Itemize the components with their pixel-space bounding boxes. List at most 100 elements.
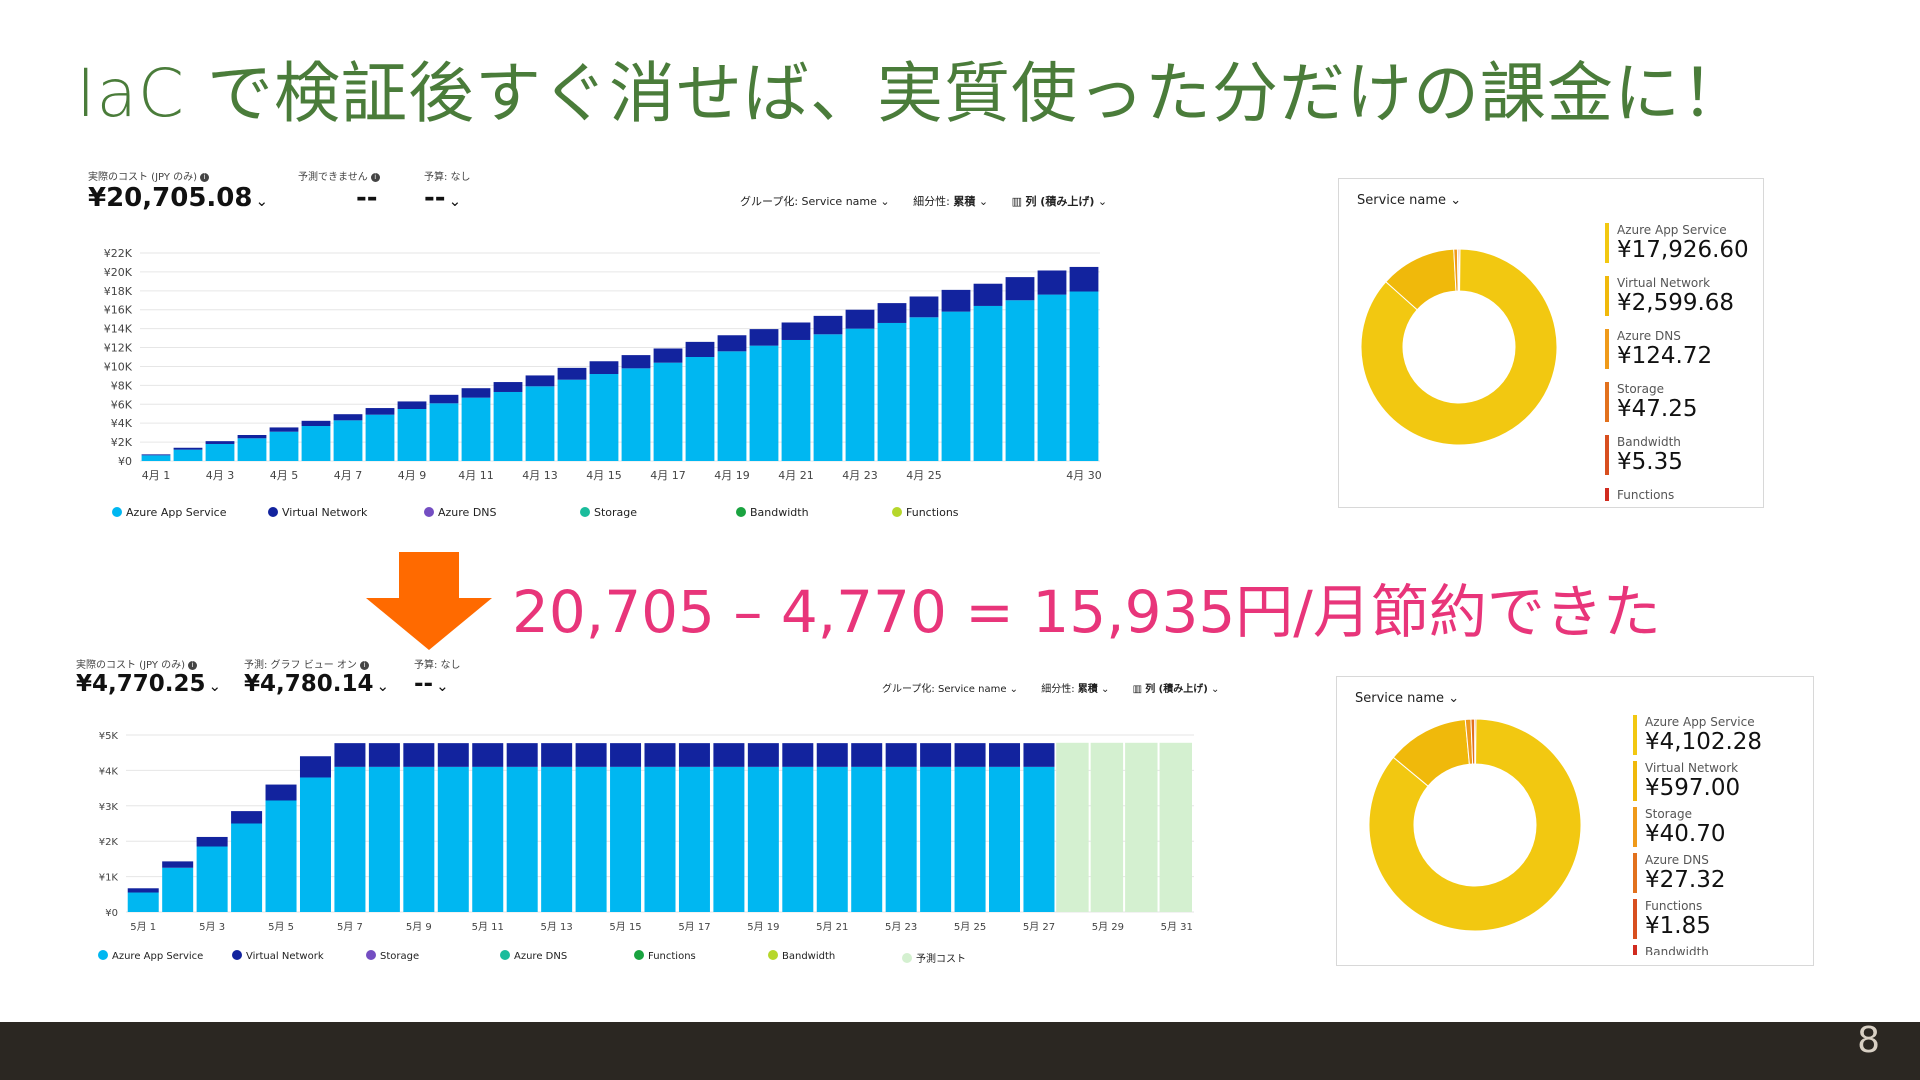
bar-segment[interactable] bbox=[621, 368, 651, 461]
bar-segment[interactable] bbox=[1069, 266, 1099, 292]
bar-segment[interactable] bbox=[301, 420, 331, 427]
bar-segment[interactable] bbox=[493, 391, 523, 461]
legend-item[interactable]: 予測コスト bbox=[902, 950, 966, 965]
service-legend-item[interactable]: Storage ¥40.70 bbox=[1633, 807, 1725, 847]
bar-segment[interactable] bbox=[173, 449, 203, 461]
donut-slice[interactable] bbox=[1360, 248, 1558, 446]
bar-segment[interactable] bbox=[472, 743, 504, 767]
bar-segment[interactable] bbox=[397, 401, 427, 409]
bar-segment[interactable] bbox=[851, 743, 883, 767]
bar-segment[interactable] bbox=[877, 303, 907, 323]
donut-slice[interactable] bbox=[1368, 718, 1582, 932]
bar-segment[interactable] bbox=[685, 357, 715, 461]
bar-segment[interactable] bbox=[403, 766, 435, 912]
bar-segment[interactable] bbox=[365, 408, 395, 415]
service-name-dropdown[interactable]: Service name ⌄ bbox=[1357, 193, 1462, 208]
group-by-dropdown[interactable]: グループ化: Service name ⌄ bbox=[882, 684, 1019, 695]
bar-segment[interactable] bbox=[231, 823, 263, 913]
bar-segment[interactable] bbox=[397, 409, 427, 461]
bar-segment[interactable] bbox=[749, 345, 779, 461]
bar-segment[interactable] bbox=[162, 861, 194, 868]
bar-segment[interactable] bbox=[334, 766, 366, 912]
bar-segment[interactable] bbox=[1037, 270, 1067, 295]
chart-type-dropdown[interactable]: ▥ 列 (積み上げ) ⌄ bbox=[1132, 684, 1220, 695]
legend-item[interactable]: Azure App Service bbox=[98, 950, 203, 962]
bar-segment[interactable] bbox=[437, 766, 469, 912]
bar-segment[interactable] bbox=[644, 743, 676, 767]
bar-segment[interactable] bbox=[162, 867, 194, 912]
april-metric-actual[interactable]: 実際のコスト (JPY のみ) i ¥20,705.08 ⌄ bbox=[88, 168, 268, 213]
service-legend-item[interactable]: Functions bbox=[1605, 488, 1674, 501]
bar-segment[interactable] bbox=[749, 329, 779, 346]
bar-segment[interactable] bbox=[1005, 277, 1035, 301]
bar-segment[interactable] bbox=[575, 766, 607, 912]
group-by-dropdown[interactable]: グループ化: Service name ⌄ bbox=[740, 195, 890, 208]
bar-segment[interactable] bbox=[506, 766, 538, 912]
service-legend-item[interactable]: Bandwidth ¥5.35 bbox=[1605, 435, 1683, 475]
legend-item[interactable]: Functions bbox=[634, 950, 696, 962]
bar-segment[interactable] bbox=[685, 341, 715, 357]
bar-segment[interactable] bbox=[877, 322, 907, 461]
service-legend-item[interactable]: Azure App Service ¥17,926.60 bbox=[1605, 223, 1749, 263]
may-metric-forecast[interactable]: 予測: グラフ ビュー オン i ¥4,780.14 ⌄ bbox=[244, 656, 389, 697]
bar-segment[interactable] bbox=[813, 315, 843, 335]
bar-segment[interactable] bbox=[816, 743, 848, 767]
bar-segment[interactable] bbox=[653, 348, 683, 363]
bar-segment[interactable] bbox=[644, 766, 676, 912]
bar-segment[interactable] bbox=[333, 420, 363, 461]
bar-segment[interactable] bbox=[525, 386, 555, 461]
bar-segment[interactable] bbox=[747, 743, 779, 767]
bar-segment[interactable] bbox=[989, 743, 1021, 767]
bar-segment[interactable] bbox=[127, 888, 159, 893]
service-legend-item[interactable]: Azure DNS ¥124.72 bbox=[1605, 329, 1712, 369]
bar-segment[interactable] bbox=[334, 743, 366, 767]
bar-segment[interactable] bbox=[1023, 766, 1055, 912]
bar-segment[interactable] bbox=[493, 382, 523, 392]
bar-segment[interactable] bbox=[461, 397, 491, 461]
legend-item[interactable]: Storage bbox=[580, 506, 637, 519]
bar-segment[interactable] bbox=[541, 766, 573, 912]
bar-segment[interactable] bbox=[920, 766, 952, 912]
legend-item[interactable]: Bandwidth bbox=[736, 506, 809, 519]
forecast-bar[interactable] bbox=[1056, 742, 1089, 912]
granularity-dropdown[interactable]: 細分性: 累積 ⌄ bbox=[1041, 684, 1110, 695]
legend-item[interactable]: Virtual Network bbox=[232, 950, 324, 962]
bar-segment[interactable] bbox=[127, 892, 159, 912]
bar-segment[interactable] bbox=[557, 367, 587, 380]
bar-segment[interactable] bbox=[403, 743, 435, 767]
bar-segment[interactable] bbox=[269, 431, 299, 461]
granularity-dropdown[interactable]: 細分性: 累積 ⌄ bbox=[913, 195, 989, 208]
bar-segment[interactable] bbox=[713, 766, 745, 912]
bar-segment[interactable] bbox=[653, 362, 683, 461]
bar-segment[interactable] bbox=[678, 766, 710, 912]
bar-segment[interactable] bbox=[713, 743, 745, 767]
april-metric-forecast[interactable]: 予測できません i -- bbox=[298, 168, 380, 213]
bar-segment[interactable] bbox=[1023, 743, 1055, 767]
bar-segment[interactable] bbox=[781, 322, 811, 340]
bar-segment[interactable] bbox=[941, 289, 971, 312]
bar-segment[interactable] bbox=[231, 811, 263, 824]
bar-segment[interactable] bbox=[909, 296, 939, 318]
april-metric-budget[interactable]: 予算: なし -- ⌄ bbox=[424, 168, 471, 213]
legend-item[interactable]: Virtual Network bbox=[268, 506, 367, 519]
forecast-bar[interactable] bbox=[1159, 742, 1192, 912]
bar-segment[interactable] bbox=[747, 766, 779, 912]
forecast-bar[interactable] bbox=[1090, 742, 1124, 912]
legend-item[interactable]: Azure App Service bbox=[112, 506, 226, 519]
donut-slice[interactable] bbox=[1458, 248, 1461, 292]
service-name-dropdown[interactable]: Service name ⌄ bbox=[1355, 691, 1460, 706]
bar-segment[interactable] bbox=[173, 447, 203, 450]
bar-segment[interactable] bbox=[621, 355, 651, 369]
bar-segment[interactable] bbox=[506, 743, 538, 767]
bar-segment[interactable] bbox=[205, 441, 235, 444]
bar-segment[interactable] bbox=[845, 328, 875, 461]
bar-segment[interactable] bbox=[973, 283, 1003, 306]
bar-segment[interactable] bbox=[525, 375, 555, 387]
bar-segment[interactable] bbox=[437, 743, 469, 767]
service-legend-item[interactable]: Virtual Network ¥2,599.68 bbox=[1605, 276, 1734, 316]
bar-segment[interactable] bbox=[589, 374, 619, 461]
chart-type-dropdown[interactable]: ▥ 列 (積み上げ) ⌄ bbox=[1011, 195, 1108, 208]
bar-segment[interactable] bbox=[472, 766, 504, 912]
bar-segment[interactable] bbox=[1037, 294, 1067, 461]
bar-segment[interactable] bbox=[1005, 300, 1035, 461]
